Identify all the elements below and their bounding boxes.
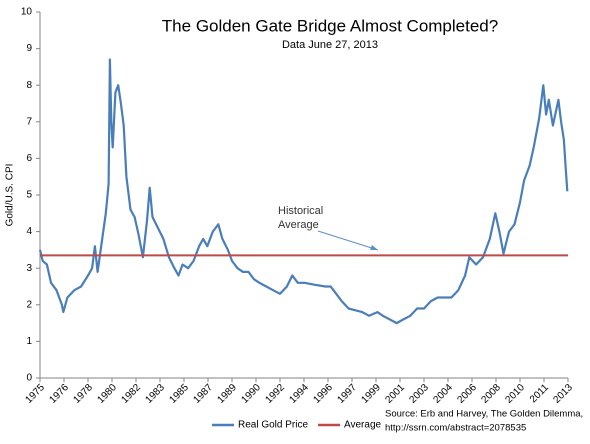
y-tick-label: 1 [26, 336, 32, 347]
x-tick-label: 1992 [263, 382, 287, 406]
chart-title: The Golden Gate Bridge Almost Completed? [162, 16, 498, 35]
y-tick-label: 0 [26, 373, 32, 384]
y-tick-label: 7 [26, 116, 32, 127]
x-tick-label: 2010 [503, 382, 527, 406]
x-tick-label: 1989 [215, 382, 239, 406]
arrow-head [370, 245, 378, 250]
x-tick-label: 2008 [479, 382, 503, 406]
y-tick-label: 3 [26, 263, 32, 274]
y-tick-label: 8 [26, 80, 32, 91]
y-tick-label: 9 [26, 43, 32, 54]
x-tick-label: 1976 [47, 382, 71, 406]
x-tick-label: 1982 [119, 382, 143, 406]
x-tick-label: 1999 [359, 382, 383, 406]
x-tick-label: 1997 [335, 382, 359, 406]
legend-label: Average [344, 420, 382, 431]
x-tick-label: 1978 [71, 382, 95, 406]
x-tick-label: 2006 [455, 382, 479, 406]
source: http://ssrn.com/abstract=2078535 [385, 423, 526, 434]
x-tick-label: 1983 [143, 382, 167, 406]
chart-subtitle: Data June 27, 2013 [282, 39, 378, 51]
y-axis-label: Gold/U.S. CPI [5, 164, 16, 227]
legend-label: Real Gold Price [238, 420, 308, 431]
y-tick-label: 4 [26, 226, 32, 237]
y-tick-label: 2 [26, 299, 32, 310]
y-tick-label: 6 [26, 153, 32, 164]
x-tick-label: 2004 [431, 382, 455, 406]
x-tick-label: 1994 [287, 382, 311, 406]
line-series [38, 58, 569, 325]
y-tick-label: 5 [26, 190, 32, 201]
x-tick-label: 1985 [167, 382, 191, 406]
y-tick-label: 10 [21, 7, 33, 18]
x-tick-label: 1990 [239, 382, 263, 406]
x-tick-label: 2001 [383, 382, 407, 406]
x-tick-label: 1987 [191, 382, 215, 406]
x-tick-label: 1996 [311, 382, 335, 406]
x-tick-label: 1975 [23, 382, 47, 406]
annotation-arrow [317, 230, 379, 251]
annotation: Historical [278, 205, 323, 217]
x-tick-label: 2013 [551, 382, 575, 406]
source: Source: Erb and Harvey, The Golden Dilem… [385, 409, 583, 420]
x-tick-label: 1980 [95, 382, 119, 406]
x-tick-label: 2011 [528, 382, 551, 405]
x-tick-label: 2003 [407, 382, 431, 406]
annotation: Average [278, 219, 319, 231]
